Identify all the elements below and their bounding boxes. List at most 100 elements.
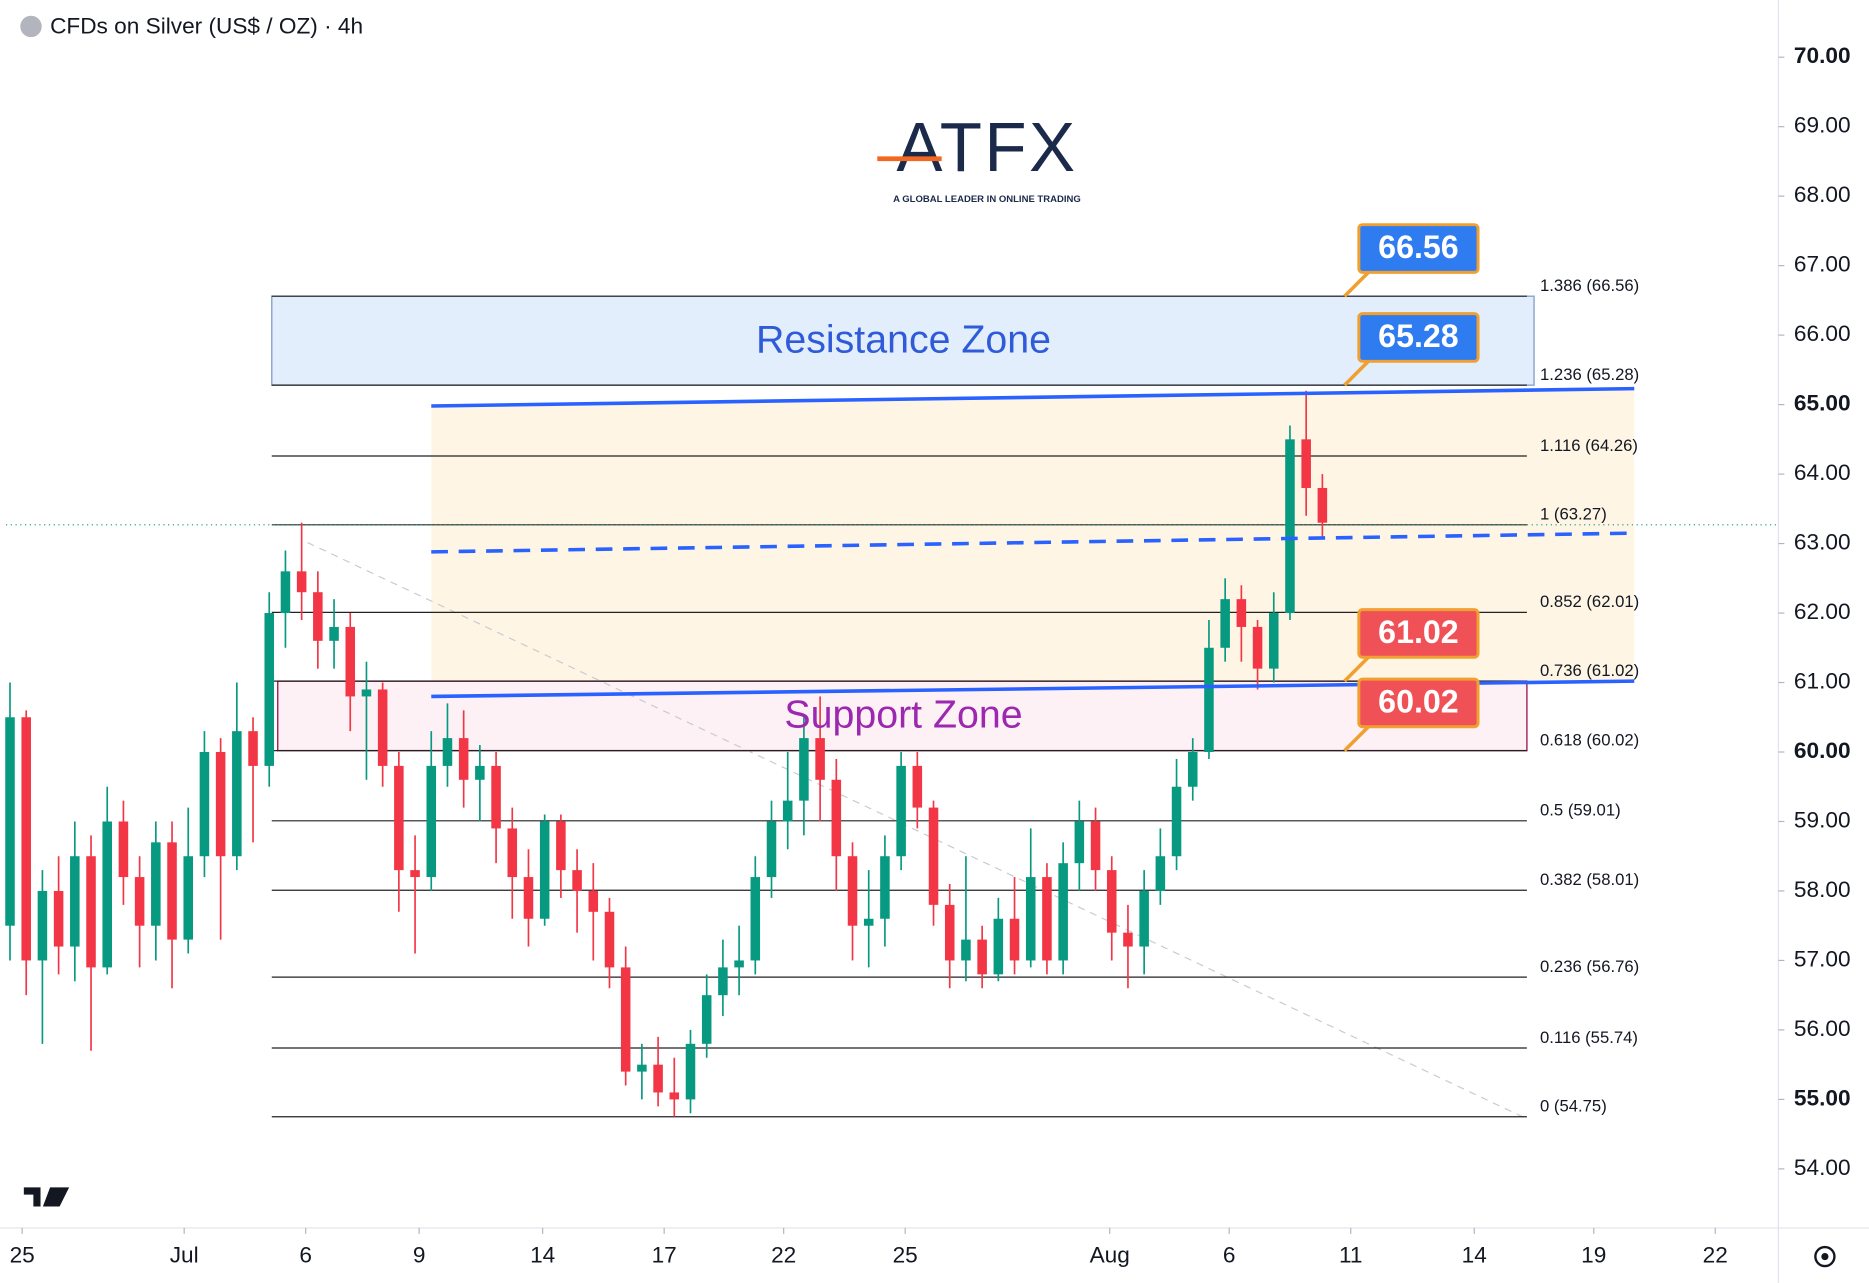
fib-label: 0.618 (60.02) bbox=[1540, 730, 1639, 749]
y-tick-label: 54.00 bbox=[1794, 1155, 1851, 1180]
callout-pointer bbox=[1343, 357, 1373, 387]
x-tick-label: 22 bbox=[1703, 1243, 1728, 1268]
candle-body bbox=[215, 752, 226, 857]
candle-body bbox=[944, 904, 955, 961]
candle-body bbox=[1058, 863, 1068, 961]
candle-body bbox=[70, 856, 80, 947]
candle-body bbox=[1025, 877, 1036, 961]
logo-name: ATFX bbox=[896, 108, 1077, 186]
candle-body bbox=[1106, 870, 1117, 933]
fib-label: 1.386 (66.56) bbox=[1540, 276, 1639, 295]
callout-box bbox=[1357, 677, 1480, 729]
background-layer bbox=[271, 295, 1635, 1119]
callout-label: 66.56 bbox=[1378, 229, 1459, 265]
candle-body bbox=[5, 717, 15, 926]
y-tick-label: 61.00 bbox=[1794, 669, 1851, 694]
fib-label: 1.116 (64.26) bbox=[1540, 436, 1638, 455]
callout-pointer bbox=[1343, 723, 1373, 752]
candle-body bbox=[313, 592, 323, 641]
fib-label: 0.5 (59.01) bbox=[1540, 801, 1621, 820]
candle-body bbox=[928, 807, 939, 905]
callout-pointer bbox=[1343, 653, 1373, 683]
candle-body bbox=[280, 571, 291, 614]
candle-body bbox=[523, 877, 534, 919]
candle-body bbox=[1090, 821, 1101, 871]
chart-title: CFDs on Silver (US$ / OZ) · 4h bbox=[50, 14, 363, 39]
x-tick-label: 19 bbox=[1581, 1243, 1606, 1268]
zone bbox=[271, 295, 1535, 386]
candle-body bbox=[394, 765, 404, 871]
x-tick-label: 14 bbox=[530, 1243, 555, 1268]
candle-body bbox=[296, 571, 307, 593]
fib-label: 1 (63.27) bbox=[1540, 505, 1607, 524]
fib-label: 0.852 (62.01) bbox=[1540, 592, 1639, 611]
candle-body bbox=[151, 842, 161, 926]
candle-body bbox=[718, 967, 728, 996]
candle-body bbox=[426, 765, 437, 878]
candle-body bbox=[1252, 626, 1263, 669]
x-tick-label: 6 bbox=[1223, 1243, 1236, 1268]
candle-body bbox=[572, 870, 582, 891]
candle-body bbox=[604, 911, 615, 968]
candle-body bbox=[507, 828, 518, 878]
candle-body bbox=[620, 967, 631, 1072]
y-tick-label: 59.00 bbox=[1794, 807, 1851, 832]
candle-layer bbox=[5, 390, 1328, 1117]
callout-box bbox=[1357, 223, 1480, 274]
y-tick-label: 57.00 bbox=[1794, 946, 1851, 971]
x-tick-label: 17 bbox=[652, 1243, 677, 1268]
settings-icon[interactable] bbox=[1814, 1245, 1836, 1268]
callout-box bbox=[1357, 312, 1480, 363]
candle-body bbox=[329, 626, 339, 641]
candle-body bbox=[993, 918, 1004, 975]
candle-body bbox=[977, 939, 987, 975]
x-tick-label: Aug bbox=[1090, 1243, 1130, 1268]
fib-label: 0.382 (58.01) bbox=[1540, 870, 1639, 889]
candle-body bbox=[1123, 932, 1133, 947]
candle-body bbox=[1009, 918, 1020, 961]
candle-body bbox=[637, 1064, 647, 1072]
fib-label: 0.116 (55.74) bbox=[1540, 1028, 1638, 1047]
fib-label: 0.236 (56.76) bbox=[1540, 957, 1639, 976]
candle-body bbox=[1155, 856, 1166, 891]
candle-body bbox=[782, 800, 793, 822]
callout-label: 61.02 bbox=[1378, 614, 1459, 650]
tv-logo-shape bbox=[23, 1187, 70, 1207]
y-tick-label: 68.00 bbox=[1794, 182, 1851, 207]
candle-body bbox=[734, 960, 744, 968]
y-tick-label: 65.00 bbox=[1794, 391, 1851, 416]
x-tick-label: 22 bbox=[771, 1243, 796, 1268]
callout-label: 65.28 bbox=[1378, 318, 1459, 354]
candle-body bbox=[1042, 877, 1052, 961]
candle-body bbox=[1301, 439, 1311, 488]
candle-body bbox=[1317, 487, 1328, 523]
candle-body bbox=[264, 613, 275, 766]
candle-body bbox=[361, 689, 372, 697]
settings-ring[interactable] bbox=[1814, 1245, 1836, 1268]
candle-body bbox=[134, 877, 145, 926]
y-tick-label: 66.00 bbox=[1794, 321, 1851, 346]
candle-body bbox=[345, 626, 356, 697]
settings-dot[interactable] bbox=[1821, 1252, 1829, 1261]
candle-body bbox=[1204, 647, 1214, 753]
overlay-layer: Resistance Zone Support Zone 66.56 65.28 61.… bbox=[431, 223, 1635, 752]
candle-body bbox=[53, 890, 64, 947]
trendline bbox=[431, 386, 1635, 408]
candle-body bbox=[1171, 786, 1182, 857]
x-tick-label: 6 bbox=[299, 1243, 312, 1268]
zone-label: Support Zone bbox=[784, 692, 1022, 736]
candle-body bbox=[1285, 439, 1295, 614]
candle-body bbox=[377, 689, 388, 766]
callout-box bbox=[1357, 608, 1480, 659]
candle-body bbox=[86, 856, 96, 968]
candle-body bbox=[912, 765, 923, 808]
y-tick-label: 70.00 bbox=[1794, 43, 1851, 68]
y-tick-label: 63.00 bbox=[1794, 530, 1851, 555]
candle-body bbox=[831, 779, 842, 857]
candle-body bbox=[750, 877, 761, 961]
y-tick-label: 69.00 bbox=[1794, 113, 1851, 138]
y-tick-label: 56.00 bbox=[1794, 1016, 1851, 1041]
y-tick-label: 58.00 bbox=[1794, 877, 1851, 902]
